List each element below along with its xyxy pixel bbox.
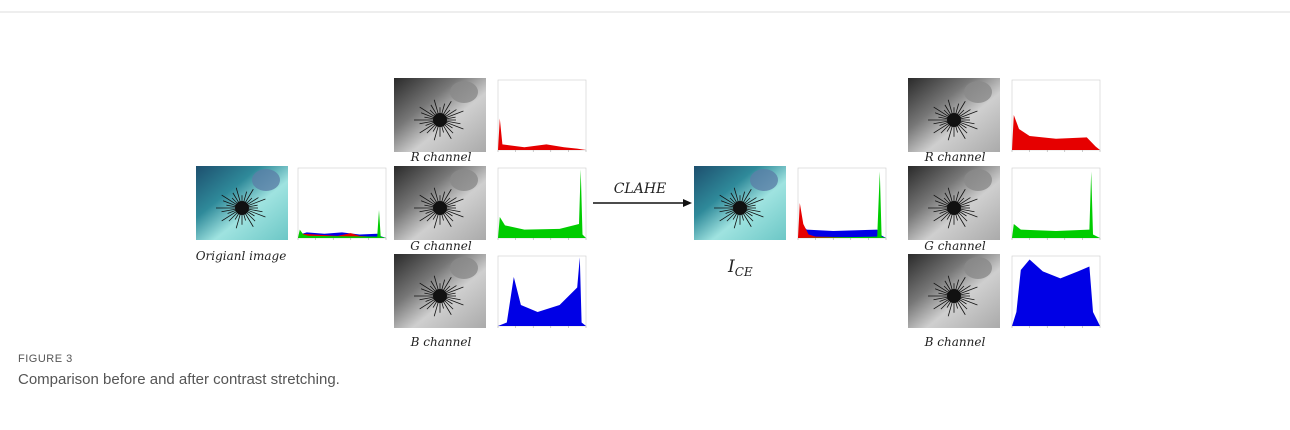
hist-area: [798, 224, 886, 238]
figure-caption: Comparison before and after contrast str…: [18, 371, 340, 388]
channel-label: R channel: [410, 150, 472, 164]
urchin: [235, 201, 249, 215]
rock: [964, 169, 992, 191]
channel-label: B channel: [410, 335, 472, 349]
hist-frame: [797, 167, 887, 239]
histogram: [497, 255, 587, 328]
hist-area: [1012, 259, 1100, 326]
thumbnail: [908, 78, 1000, 152]
hist-frame: [1011, 167, 1101, 239]
channel-label: R channel: [924, 150, 986, 164]
channel-label: G channel: [924, 239, 986, 253]
rock: [450, 257, 478, 279]
arrow-label: CLAHE: [614, 181, 667, 197]
hist-area: [498, 169, 586, 238]
figure-label: FIGURE 3: [18, 353, 73, 365]
rock: [964, 257, 992, 279]
thumbnail: [394, 78, 486, 152]
rock: [964, 81, 992, 103]
result-label: ICE: [727, 257, 753, 279]
result-main: I: [727, 257, 735, 277]
urchin: [947, 113, 961, 127]
rock: [450, 169, 478, 191]
arrow-head: [683, 199, 692, 207]
urchin: [433, 113, 447, 127]
hist-frame: [497, 79, 587, 151]
histogram: [497, 79, 587, 152]
thumbnail: [694, 166, 786, 240]
original-label: Origianl image: [196, 249, 287, 263]
hist-area: [498, 257, 586, 326]
histogram: [1011, 167, 1101, 240]
hist-frame: [297, 167, 387, 239]
thumbnail: [394, 254, 486, 328]
histogram: [297, 167, 387, 240]
histogram: [797, 167, 887, 240]
thumbnail: [394, 166, 486, 240]
thumbnail: [908, 254, 1000, 328]
hist-area: [498, 118, 586, 150]
thumbnail: [196, 166, 288, 240]
urchin: [947, 201, 961, 215]
rock: [750, 169, 778, 191]
histogram: [497, 167, 587, 240]
hist-area: [798, 203, 886, 238]
urchin: [947, 289, 961, 303]
channel-label: B channel: [924, 335, 986, 349]
hist-area: [1012, 115, 1100, 150]
urchin: [433, 289, 447, 303]
histogram: [1011, 255, 1101, 328]
rock: [252, 169, 280, 191]
channel-label: G channel: [410, 239, 472, 253]
rock: [450, 81, 478, 103]
urchin: [733, 201, 747, 215]
thumbnail: [908, 166, 1000, 240]
hist-area: [1012, 171, 1100, 238]
urchin: [433, 201, 447, 215]
result-sub: CE: [735, 265, 753, 279]
histogram: [1011, 79, 1101, 152]
